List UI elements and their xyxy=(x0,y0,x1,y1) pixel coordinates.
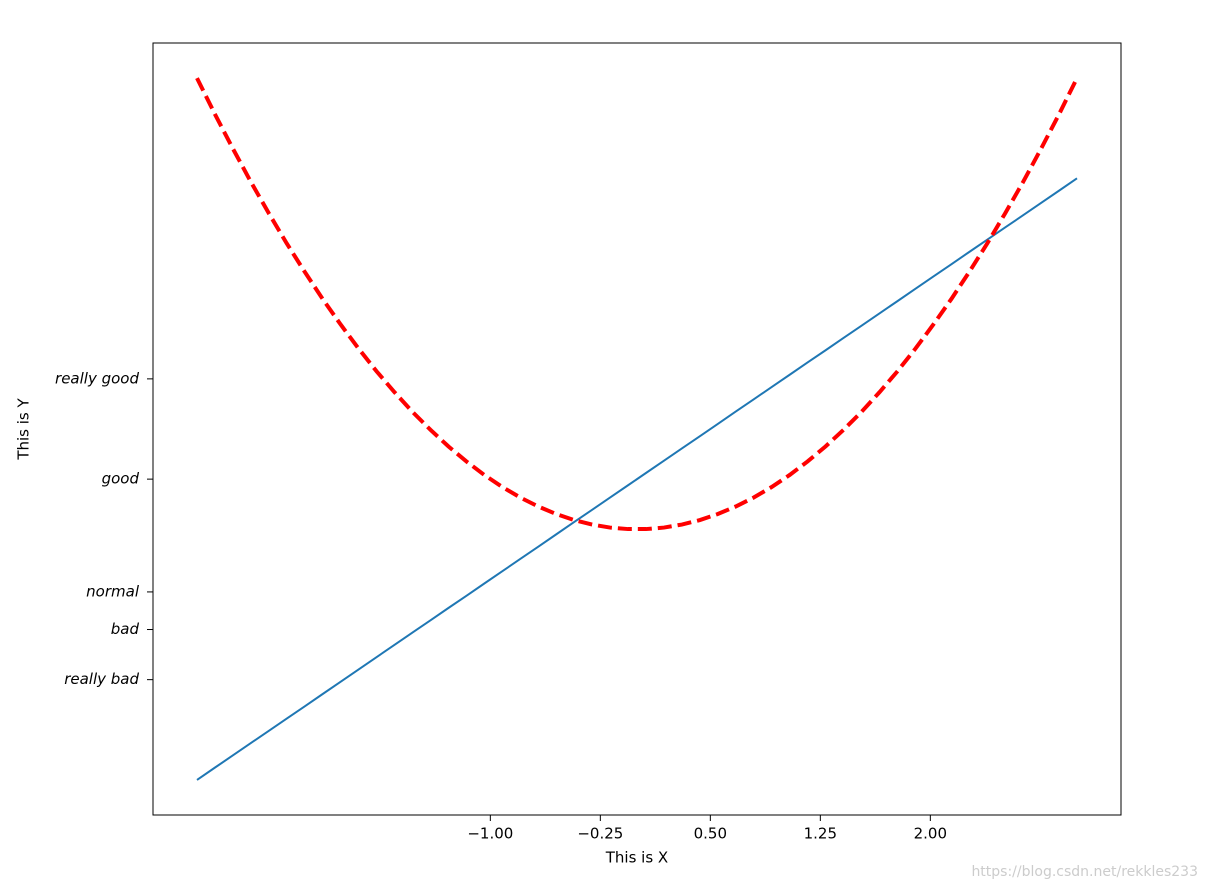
line-series xyxy=(196,177,1078,781)
x-tick-label: −1.00 xyxy=(467,825,513,843)
x-tick-label: 1.25 xyxy=(804,825,837,843)
x-tick-label: 2.00 xyxy=(914,825,947,843)
y-tick-label: bad xyxy=(111,620,140,638)
x-tick-label: −0.25 xyxy=(577,825,623,843)
y-tick-label: really good xyxy=(55,369,139,387)
y-tick-label: really bad xyxy=(64,670,139,688)
x-tick-label: 0.50 xyxy=(694,825,727,843)
x-axis-label: This is X xyxy=(605,849,668,867)
y-tick-label: good xyxy=(102,470,140,488)
watermark: https://blog.csdn.net/rekkles233 xyxy=(971,864,1198,880)
plot-frame xyxy=(152,42,1122,816)
line-series xyxy=(195,77,1079,532)
y-axis-label: This is Y xyxy=(15,398,33,461)
y-tick-label: normal xyxy=(86,582,140,600)
